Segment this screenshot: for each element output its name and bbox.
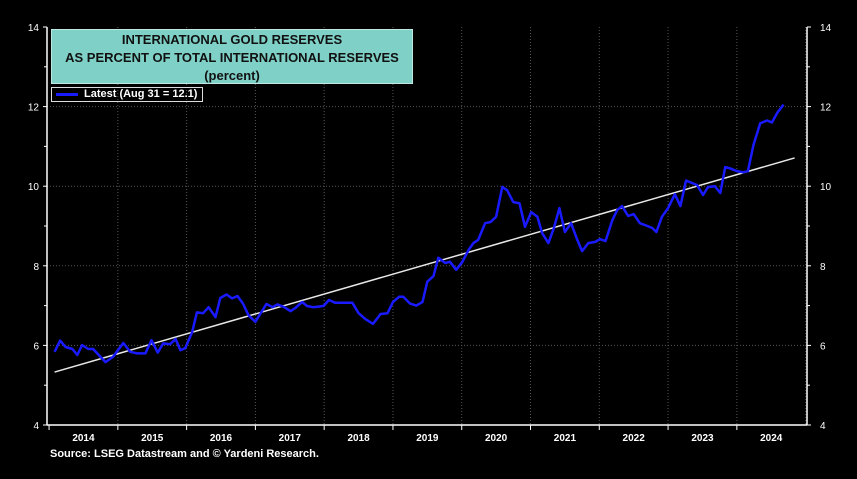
x-tick-label: 2014	[72, 433, 95, 444]
x-tick-label: 2021	[554, 433, 577, 444]
x-tick-label: 2017	[279, 433, 302, 444]
y-tick-label-right: 8	[820, 262, 826, 273]
x-tick-label: 2024	[760, 433, 783, 444]
y-tick-label-left: 6	[33, 341, 39, 352]
y-tick-label-left: 12	[28, 103, 40, 114]
y-tick-label-left: 10	[28, 182, 40, 193]
chart-title-line-2: AS PERCENT OF TOTAL INTERNATIONAL RESERV…	[65, 50, 399, 65]
trend-line	[54, 157, 795, 373]
chart-title-box: INTERNATIONAL GOLD RESERVES AS PERCENT O…	[51, 29, 413, 84]
y-tick-label-left: 4	[33, 421, 39, 432]
x-tick-label: 2022	[623, 433, 646, 444]
legend-swatch	[56, 93, 78, 96]
chart-title-line-1: INTERNATIONAL GOLD RESERVES	[121, 32, 343, 47]
x-tick-label: 2018	[347, 433, 370, 444]
y-tick-label-right: 10	[820, 182, 832, 193]
y-tick-label-left: 8	[33, 262, 39, 273]
y-tick-label-right: 12	[820, 103, 832, 114]
x-tick-label: 2015	[141, 433, 164, 444]
x-tick-label: 2019	[416, 433, 439, 444]
x-tick-label: 2023	[691, 433, 714, 444]
y-tick-label-right: 4	[820, 421, 826, 432]
chart-title-line-3: (percent)	[204, 68, 260, 83]
y-tick-label-right: 6	[820, 341, 826, 352]
legend-label: Latest (Aug 31 = 12.1)	[84, 88, 198, 100]
y-tick-label-right: 14	[820, 23, 832, 34]
x-tick-label: 2016	[210, 433, 233, 444]
source-note: Source: LSEG Datastream and © Yardeni Re…	[50, 448, 319, 460]
legend: Latest (Aug 31 = 12.1)	[51, 87, 203, 102]
x-tick-label: 2020	[485, 433, 508, 444]
y-tick-label-left: 14	[28, 23, 40, 34]
gold-reserves-line	[53, 103, 785, 364]
